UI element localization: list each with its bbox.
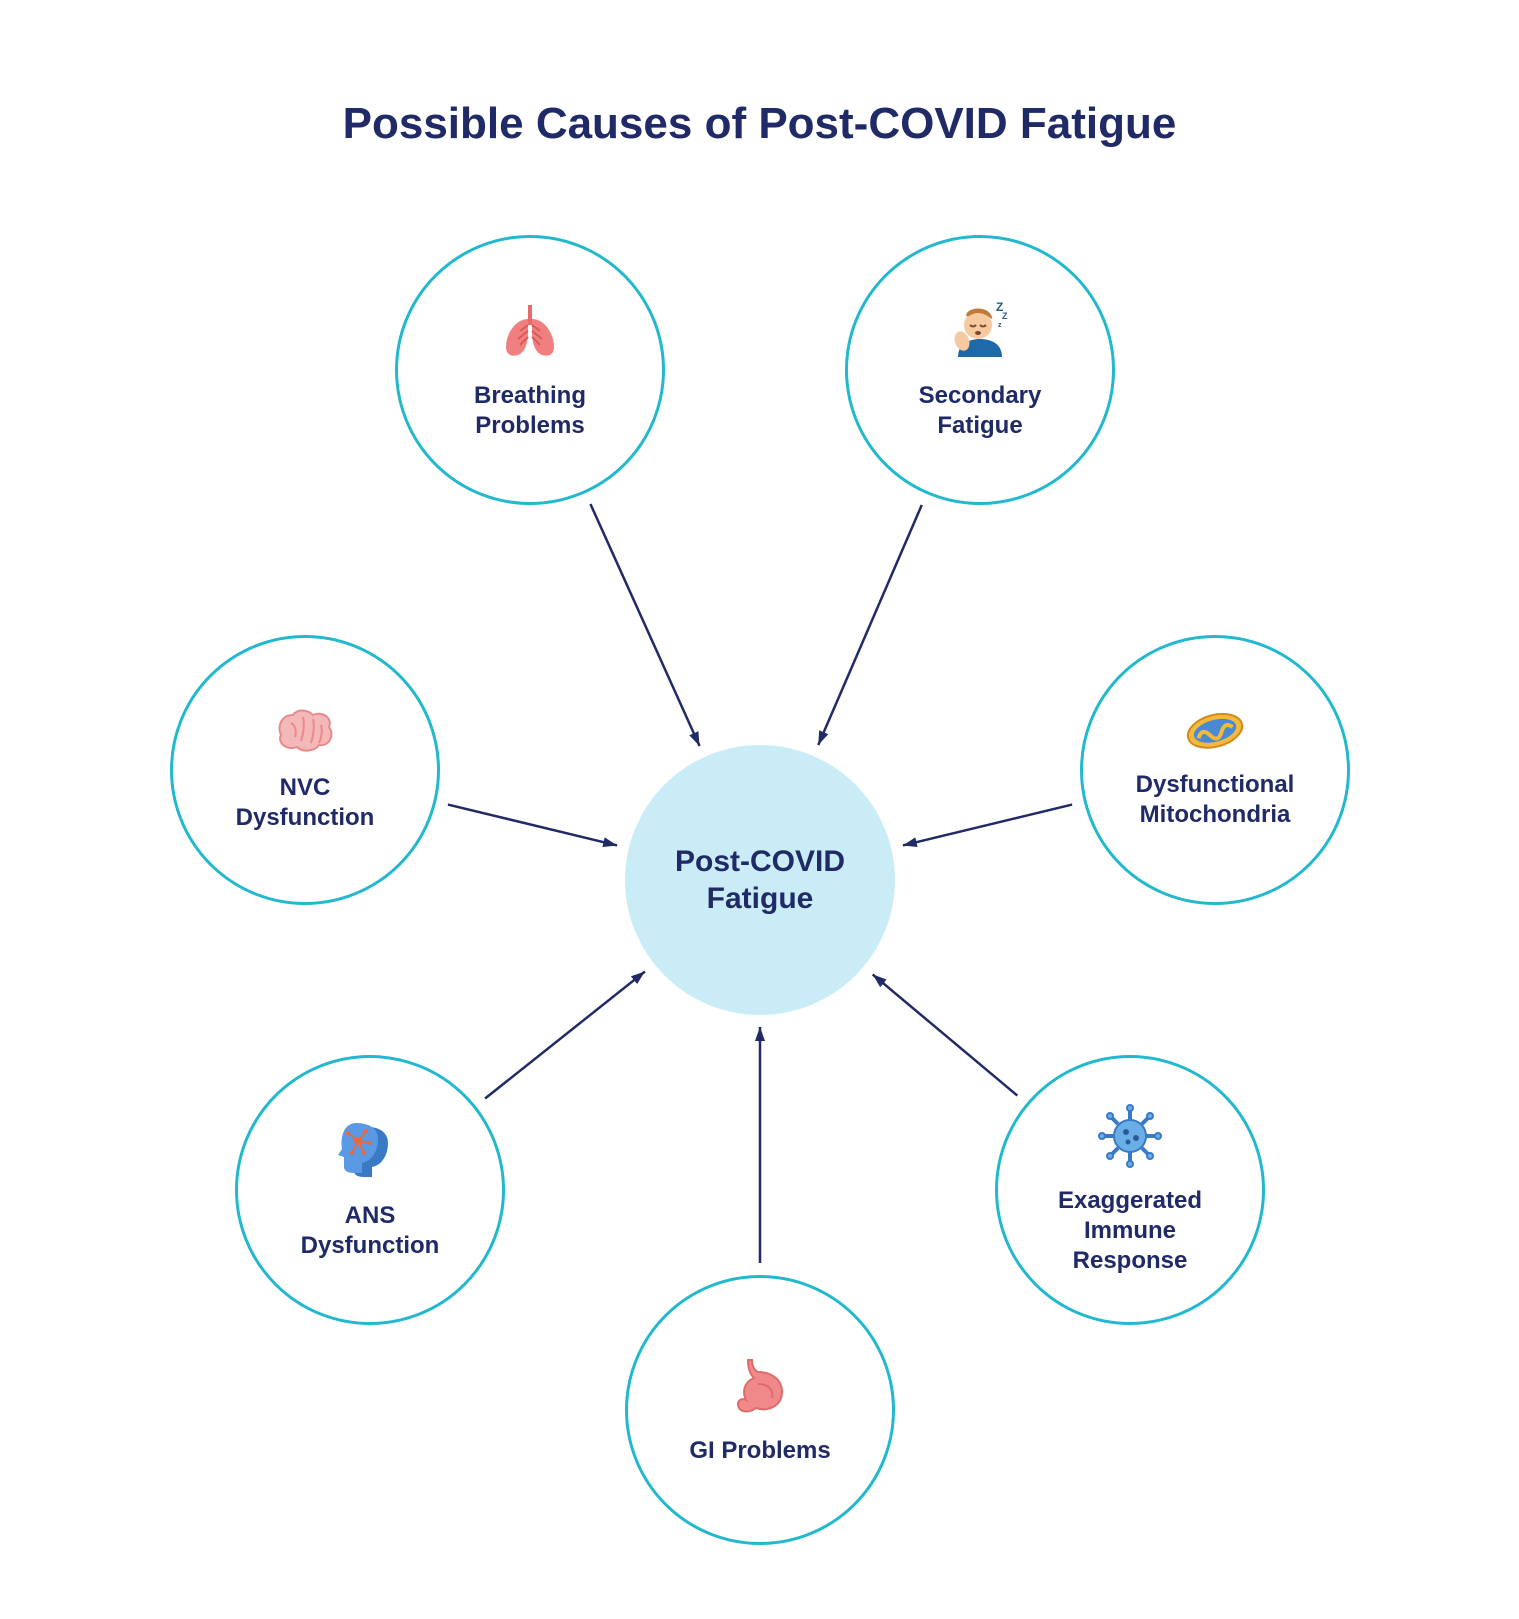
outer-node-ans: ANS Dysfunction bbox=[235, 1055, 505, 1325]
outer-node-breathing: Breathing Problems bbox=[395, 235, 665, 505]
mitochondrion-icon bbox=[1183, 710, 1247, 752]
arrow-breathing bbox=[590, 504, 699, 746]
outer-node-mito: Dysfunctional Mitochondria bbox=[1080, 635, 1350, 905]
outer-node-label-secondary: Secondary Fatigue bbox=[919, 381, 1042, 441]
outer-node-label-nvc: NVC Dysfunction bbox=[236, 773, 375, 833]
arrow-secondary bbox=[818, 505, 922, 745]
diagram-stage: Possible Causes of Post-COVID Fatigue Po… bbox=[0, 0, 1519, 1619]
immune-cell-icon bbox=[1098, 1104, 1162, 1168]
center-node: Post-COVID Fatigue bbox=[625, 745, 895, 1015]
svg-text:Z: Z bbox=[1002, 311, 1008, 321]
arrow-ans bbox=[485, 971, 645, 1098]
outer-node-label-gi: GI Problems bbox=[689, 1436, 830, 1466]
stomach-icon bbox=[728, 1354, 792, 1418]
svg-text:z: z bbox=[998, 322, 1002, 329]
sleepy-person-icon: Z Z z bbox=[948, 299, 1012, 363]
outer-node-label-mito: Dysfunctional Mitochondria bbox=[1136, 770, 1295, 830]
arrow-nvc bbox=[448, 805, 617, 846]
outer-node-immune: Exaggerated Immune Response bbox=[995, 1055, 1265, 1325]
brain-icon bbox=[273, 707, 337, 755]
outer-node-label-immune: Exaggerated Immune Response bbox=[1058, 1186, 1202, 1276]
arrow-immune bbox=[873, 974, 1018, 1095]
outer-node-gi: GI Problems bbox=[625, 1275, 895, 1545]
head-nerves-icon bbox=[338, 1119, 402, 1183]
lungs-icon bbox=[498, 299, 562, 363]
outer-node-nvc: NVC Dysfunction bbox=[170, 635, 440, 905]
outer-node-label-breathing: Breathing Problems bbox=[474, 381, 586, 441]
outer-node-secondary: Z Z z Secondary Fatigue bbox=[845, 235, 1115, 505]
arrow-mito bbox=[903, 805, 1072, 846]
outer-node-label-ans: ANS Dysfunction bbox=[301, 1201, 440, 1261]
diagram-title: Possible Causes of Post-COVID Fatigue bbox=[0, 99, 1519, 149]
center-node-label: Post-COVID Fatigue bbox=[675, 843, 845, 918]
